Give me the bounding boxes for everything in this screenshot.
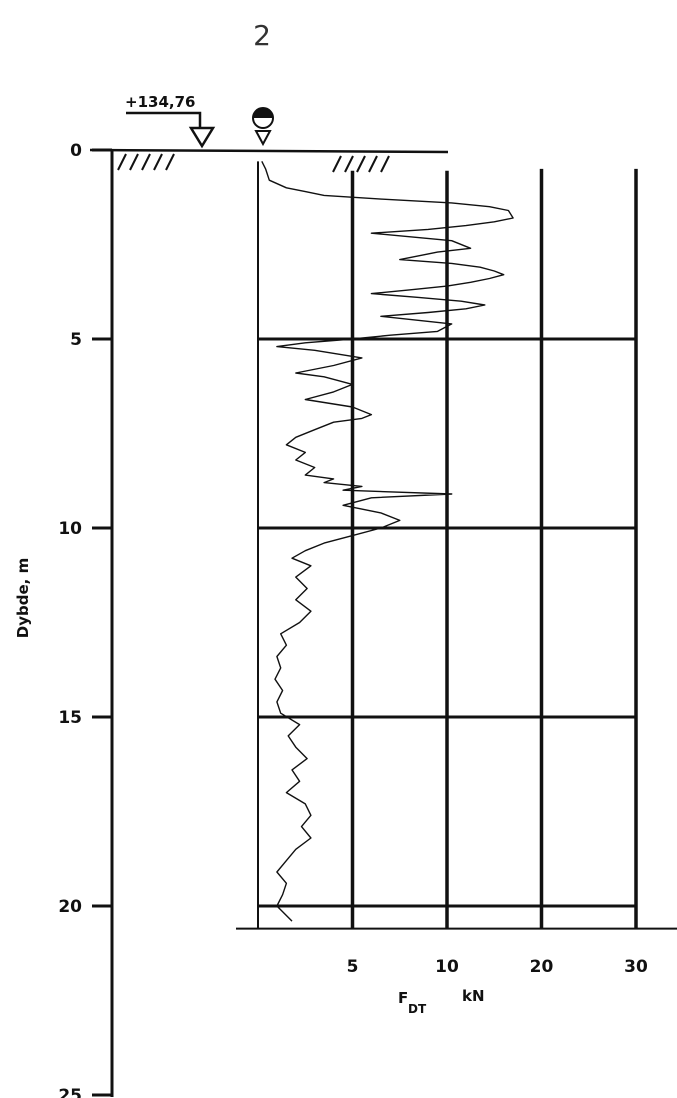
depth-tick-label: 20 [58, 897, 82, 917]
depth-axis-label: Dybde, m [14, 558, 32, 638]
force-tick-label: 20 [530, 957, 554, 977]
depth-tick-label: 25 [58, 1086, 82, 1098]
depth-ticks: 0 5 10 15 20 25 [58, 141, 112, 1098]
elevation-leader [126, 111, 202, 127]
depth-tick-label: 10 [58, 519, 82, 539]
ground-hatch-left [117, 153, 175, 171]
figure-number: 2 [253, 19, 271, 52]
force-axis-label: F DT kN [398, 987, 485, 1016]
force-axis-subscript: DT [408, 1002, 427, 1016]
elevation-triangle-icon [188, 126, 216, 149]
force-trace-line [261, 160, 514, 922]
ground-hatch-right [332, 155, 390, 173]
elevation-label: +134,76 [125, 93, 195, 111]
force-tick-label: 10 [435, 957, 459, 977]
depth-tick-label: 5 [70, 330, 82, 350]
force-ticks: 5 10 20 30 [347, 957, 648, 977]
depth-tick-label: 0 [70, 141, 82, 161]
force-axis-symbol: F [398, 989, 408, 1007]
force-tick-label: 5 [347, 957, 359, 977]
force-tick-label: 30 [624, 957, 648, 977]
force-axis-unit: kN [462, 987, 485, 1005]
force-trace [261, 160, 514, 922]
groundwater-symbol-icon [252, 107, 274, 147]
ground-surface-line [89, 148, 449, 154]
depth-tick-label: 15 [58, 708, 82, 728]
elevation-marker: +134,76 [125, 93, 216, 149]
force-grid [236, 161, 677, 930]
